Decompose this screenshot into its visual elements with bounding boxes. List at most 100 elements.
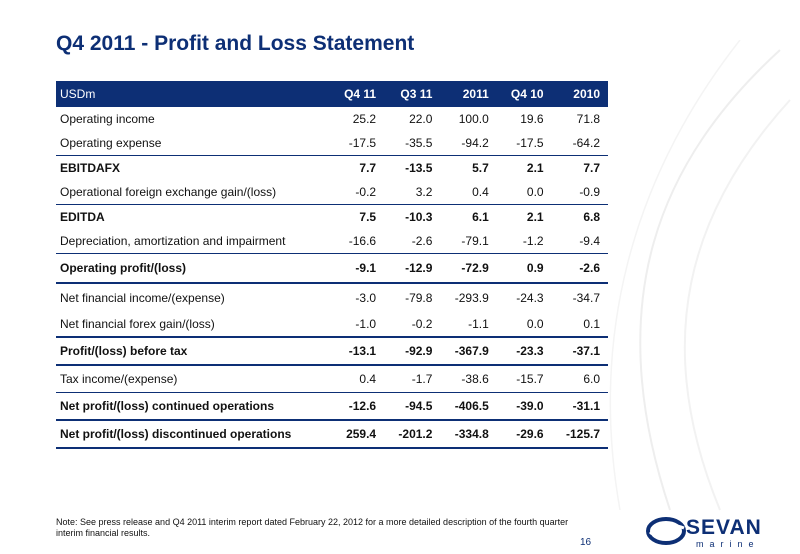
cell-value: -15.7 <box>496 365 552 393</box>
table-row: Net profit/(loss) continued operations -… <box>56 392 608 421</box>
cell-value: -0.2 <box>384 312 441 338</box>
cell-value: 0.9 <box>496 253 552 284</box>
cell-value: 0.4 <box>440 180 497 205</box>
cell-value: 0.4 <box>330 365 385 393</box>
cell-value: -29.6 <box>496 420 552 449</box>
cell-value: 0.0 <box>496 180 552 205</box>
table-row: Operational foreign exchange gain/(loss)… <box>56 180 608 205</box>
table-row: Net profit/(loss) discontinued operation… <box>56 420 608 449</box>
cell-value: -16.6 <box>330 229 385 254</box>
cell-value: -334.8 <box>440 420 497 449</box>
row-label: Tax income/(expense) <box>56 365 331 393</box>
cell-value: -79.8 <box>405 291 433 305</box>
row-label: Net profit/(loss) discontinued operation… <box>56 420 331 449</box>
table-row: Depreciation, amortization and impairmen… <box>56 229 608 254</box>
table-row: EDITDA 7.5 -10.3 6.1 2.1 6.8 <box>56 205 608 230</box>
page-number: 16 <box>580 537 592 548</box>
cell-value: 6.0 <box>551 365 608 393</box>
cell-value: -17.5 <box>496 131 552 156</box>
cell-value: -12.6 <box>330 392 385 421</box>
cell-value: -3.0 <box>355 291 377 305</box>
cell-value: -0.9 <box>551 180 608 205</box>
cell-value: 3.2 <box>384 180 441 205</box>
cell-value: 7.7 <box>359 161 377 175</box>
cell-value: -293.9 <box>454 291 489 305</box>
cell-value: -2.6 <box>551 253 608 284</box>
row-label: EDITDA <box>60 210 105 224</box>
cell-value: 19.6 <box>520 112 544 126</box>
row-label: Net financial forex gain/(loss) <box>56 312 331 338</box>
cell-value: -64.2 <box>551 131 608 156</box>
cell-value: 0.1 <box>551 312 608 338</box>
table-row: Operating income 25.2 22.0 100.0 19.6 71… <box>56 107 608 131</box>
table-row: Operating profit/(loss) -9.1 -12.9 -72.9… <box>56 253 608 284</box>
cell-value: -125.7 <box>551 420 608 449</box>
cell-value: -94.5 <box>384 392 441 421</box>
cell-value: -0.2 <box>330 180 385 205</box>
cell-value: -13.1 <box>330 337 385 366</box>
cell-value: -34.7 <box>572 291 600 305</box>
column-header: USDm <box>56 81 331 107</box>
row-label: Net profit/(loss) continued operations <box>56 392 331 421</box>
row-label: Operating profit/(loss) <box>56 253 331 284</box>
cell-value: -9.1 <box>330 253 385 284</box>
logo-wordmark: SEVAN <box>686 516 762 539</box>
cell-value: -1.1 <box>440 312 497 338</box>
cell-value: -1.0 <box>330 312 385 338</box>
profit-loss-table: USDm Q4 11 Q3 11 2011 Q4 10 2010 Operati… <box>56 81 608 449</box>
cell-value: 2.1 <box>526 210 544 224</box>
row-label: Operating income <box>60 112 155 126</box>
cell-value: -92.9 <box>384 337 441 366</box>
column-header: Q3 11 <box>384 81 441 107</box>
cell-value: -23.3 <box>496 337 552 366</box>
cell-value: -37.1 <box>551 337 608 366</box>
table-row: Tax income/(expense) 0.4 -1.7 -38.6 -15.… <box>56 365 608 393</box>
column-header: Q4 11 <box>330 81 385 107</box>
logo-swoosh-icon <box>646 517 686 545</box>
cell-value: 100.0 <box>458 112 489 126</box>
page-title: Q4 2011 - Profit and Loss Statement <box>56 32 415 55</box>
cell-value: -406.5 <box>440 392 497 421</box>
table-row: Net financial forex gain/(loss) -1.0 -0.… <box>56 312 608 338</box>
cell-value: -24.3 <box>516 291 544 305</box>
column-header: Q4 10 <box>496 81 552 107</box>
cell-value: -367.9 <box>440 337 497 366</box>
cell-value: -94.2 <box>440 131 497 156</box>
cell-value: -1.2 <box>496 229 552 254</box>
column-header: 2010 <box>551 81 608 107</box>
cell-value: -31.1 <box>551 392 608 421</box>
sevan-marine-logo: SEVAN marine <box>646 512 786 550</box>
cell-value: 7.5 <box>359 210 377 224</box>
row-label: Net financial income/(expense) <box>60 291 225 305</box>
cell-value: -10.3 <box>405 210 433 224</box>
cell-value: 7.7 <box>583 161 600 175</box>
cell-value: 22.0 <box>409 112 433 126</box>
cell-value: -39.0 <box>496 392 552 421</box>
table-row: Profit/(loss) before tax -13.1 -92.9 -36… <box>56 337 608 366</box>
cell-value: 259.4 <box>330 420 385 449</box>
cell-value: -1.7 <box>384 365 441 393</box>
table-header-row: USDm Q4 11 Q3 11 2011 Q4 10 2010 <box>56 81 608 107</box>
cell-value: 2.1 <box>526 161 544 175</box>
row-label: EBITDAFX <box>60 161 120 175</box>
cell-value: 5.7 <box>472 161 489 175</box>
row-label: Profit/(loss) before tax <box>56 337 331 366</box>
table-row: EBITDAFX 7.7 -13.5 5.7 2.1 7.7 <box>56 156 608 181</box>
cell-value: 71.8 <box>576 112 600 126</box>
cell-value: 6.8 <box>583 210 600 224</box>
row-label: Depreciation, amortization and impairmen… <box>56 229 331 254</box>
row-label: Operating expense <box>56 131 331 156</box>
cell-value: 0.0 <box>496 312 552 338</box>
cell-value: 6.1 <box>472 210 489 224</box>
table-row: Net financial income/(expense) -3.0 -79.… <box>56 283 608 312</box>
cell-value: -9.4 <box>551 229 608 254</box>
cell-value: -13.5 <box>405 161 433 175</box>
footnote: Note: See press release and Q4 2011 inte… <box>56 517 569 538</box>
cell-value: -79.1 <box>440 229 497 254</box>
row-label: Operational foreign exchange gain/(loss) <box>56 180 331 205</box>
cell-value: -35.5 <box>384 131 441 156</box>
cell-value: -17.5 <box>330 131 385 156</box>
cell-value: -38.6 <box>440 365 497 393</box>
cell-value: 25.2 <box>352 112 377 126</box>
cell-value: -2.6 <box>384 229 441 254</box>
